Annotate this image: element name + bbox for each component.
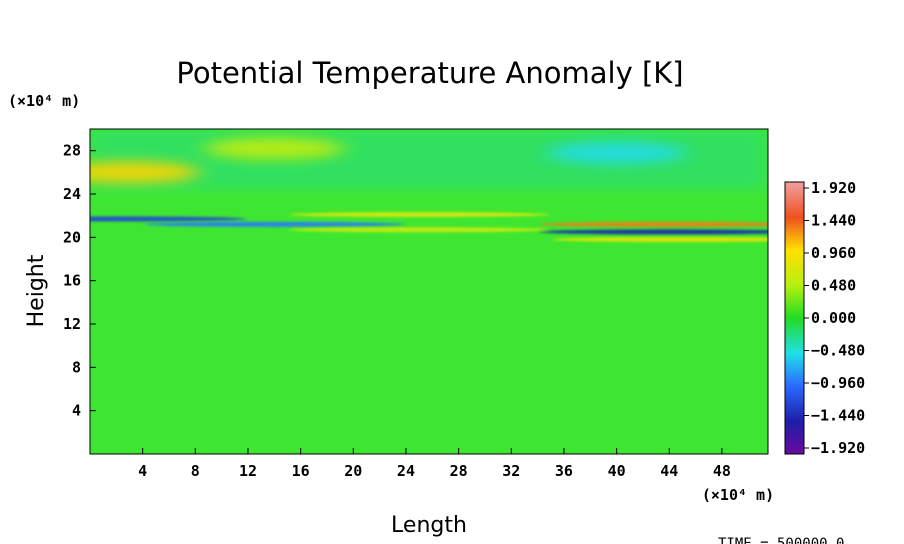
x-tick-label: 44 [660,462,678,480]
y-tick-label: 28 [63,142,81,160]
y-tick-label: 16 [63,272,81,290]
y-axis-label: Height [24,254,49,327]
x-tick-label: 16 [292,462,310,480]
x-unit-label: (×10⁴ m) [702,486,774,504]
x-tick-label: 28 [450,462,468,480]
colorbar-tick-label: 0.000 [811,309,856,327]
x-tick-label: 24 [397,462,415,480]
heatmap-feature [204,137,345,160]
x-axis-label: Length [391,513,467,538]
heatmap-feature [539,229,768,235]
colorbar-tick-label: −0.480 [811,342,865,360]
x-tick-label: 4 [138,462,147,480]
x-tick-label: 12 [239,462,257,480]
heatmap-features [90,137,768,242]
heatmap-feature [289,227,550,233]
x-tick-label: 8 [191,462,200,480]
colorbar-tick-label: −0.960 [811,374,865,392]
x-tick-label: 20 [344,462,362,480]
heatmap-field [90,129,768,454]
x-tick-label: 32 [502,462,520,480]
colorbar-tick-label: −1.920 [811,439,865,457]
heatmap-feature [144,221,405,227]
y-unit-label: (×10⁴ m) [8,92,80,110]
y-tick-label: 12 [63,315,81,333]
colorbar-tick-label: 0.480 [811,277,856,295]
x-ticks: 4 8 12 16 20 24 28 32 36 40 44 48 [138,448,731,480]
chart-title: Potential Temperature Anomaly [K] [176,56,683,90]
y-tick-label: 8 [72,358,81,376]
heatmap-feature [90,216,247,222]
colorbar-tick-label: 0.960 [811,244,856,262]
colorbar-tick-label: 1.920 [811,179,856,197]
y-tick-label: 24 [63,185,81,203]
x-tick-label: 48 [713,462,731,480]
heatmap-feature [552,237,768,242]
y-tick-label: 4 [72,402,81,420]
colorbar-ticks: 1.920 1.440 0.960 0.480 0.000 −0.480 −0.960 −1.… [804,179,865,457]
heatmap-feature [90,161,200,184]
heatmap-feature [289,212,550,218]
x-tick-label: 36 [555,462,573,480]
heatmap-feature [546,141,687,164]
heatmap-feature [539,221,768,227]
plot-frame [89,128,769,455]
x-tick-label: 40 [608,462,626,480]
colorbar [784,181,805,455]
time-label: TIME = 500000.0 [718,536,844,544]
y-tick-label: 20 [63,228,81,246]
y-ticks: 4 8 12 16 20 24 28 [63,142,96,420]
colorbar-tick-label: 1.440 [811,212,856,230]
colorbar-tick-label: −1.440 [811,407,865,425]
